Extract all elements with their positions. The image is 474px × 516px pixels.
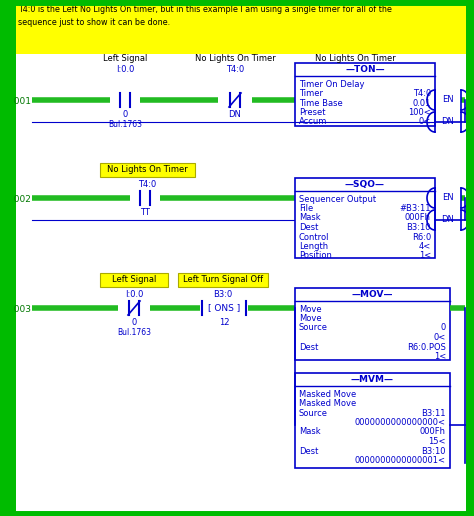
Text: No Lights On Timer: No Lights On Timer (195, 54, 275, 63)
Text: I:0.0: I:0.0 (116, 65, 134, 74)
Text: DN: DN (442, 118, 455, 126)
Text: 0000000000000001<: 0000000000000001< (355, 456, 446, 465)
Text: 000Fh: 000Fh (405, 214, 431, 222)
Text: sequence just to show it can be done.: sequence just to show it can be done. (18, 18, 170, 27)
Text: 0: 0 (131, 318, 137, 327)
Text: Masked Move: Masked Move (299, 390, 356, 399)
Text: EN: EN (442, 194, 454, 202)
Text: 15<: 15< (428, 437, 446, 446)
Text: 100<: 100< (408, 108, 431, 117)
Text: B3:0: B3:0 (213, 290, 233, 299)
Text: Bul.1763: Bul.1763 (108, 120, 142, 129)
Text: —MOV—: —MOV— (352, 290, 393, 299)
Text: Mask: Mask (299, 427, 320, 437)
Text: Mask: Mask (299, 214, 320, 222)
Text: T4:0 is the Left No Lights On timer, but in this example I am using a single tim: T4:0 is the Left No Lights On timer, but… (18, 5, 392, 14)
Text: R6:0.POS: R6:0.POS (407, 343, 446, 351)
Bar (295, 373, 450, 468)
Text: T4:0: T4:0 (138, 180, 156, 189)
Text: —TON—: —TON— (345, 65, 385, 74)
Text: T4:0: T4:0 (226, 65, 244, 74)
Text: Left Turn Signal Off: Left Turn Signal Off (183, 276, 263, 284)
Text: Dest: Dest (299, 223, 319, 232)
Text: Dest: Dest (299, 343, 319, 351)
Text: —MVM—: —MVM— (351, 375, 394, 384)
Text: No Lights On Timer: No Lights On Timer (107, 166, 187, 174)
Text: #B3:11: #B3:11 (400, 204, 431, 213)
Text: Left Signal: Left Signal (103, 54, 147, 63)
Text: [ ONS ]: [ ONS ] (208, 303, 240, 313)
Text: T4:0: T4:0 (413, 89, 431, 98)
Text: 0: 0 (441, 324, 446, 332)
Bar (6, 2, 16, 514)
Text: Source: Source (299, 324, 328, 332)
Text: 0<: 0< (434, 333, 446, 342)
Text: Sequencer Output: Sequencer Output (299, 195, 376, 204)
Text: EN: EN (442, 95, 454, 105)
Text: Position: Position (299, 251, 332, 261)
Text: Timer On Delay: Timer On Delay (299, 80, 365, 89)
Text: 1<: 1< (419, 251, 431, 261)
Text: 0: 0 (122, 110, 128, 119)
Text: 0000000000000000<: 0000000000000000< (355, 418, 446, 427)
Text: 0003: 0003 (9, 305, 31, 314)
Text: I:0.0: I:0.0 (125, 290, 143, 299)
Bar (100, 163, 195, 177)
Text: Dest: Dest (299, 446, 319, 456)
Text: 0<: 0< (419, 118, 431, 126)
Text: Move: Move (299, 314, 322, 323)
Text: R6:0: R6:0 (412, 233, 431, 241)
Bar (295, 178, 435, 258)
Text: 000Fh: 000Fh (420, 427, 446, 437)
Bar (100, 273, 168, 287)
Text: Time Base: Time Base (299, 99, 343, 107)
Text: 1<: 1< (434, 352, 446, 361)
Text: —SQO—: —SQO— (345, 180, 385, 189)
Bar (16, 2, 468, 54)
Text: B3:10: B3:10 (421, 446, 446, 456)
Text: 4<: 4< (419, 242, 431, 251)
Bar (6, 2, 14, 514)
Text: B3:10: B3:10 (407, 223, 431, 232)
Text: No Lights On Timer: No Lights On Timer (315, 54, 395, 63)
Text: Length: Length (299, 242, 328, 251)
Bar (295, 288, 450, 360)
Text: Control: Control (299, 233, 329, 241)
Bar (466, 2, 472, 514)
Text: Masked Move: Masked Move (299, 399, 356, 408)
Bar (295, 63, 435, 126)
Text: Bul.1763: Bul.1763 (117, 328, 151, 337)
Text: Accum: Accum (299, 118, 328, 126)
Text: Preset: Preset (299, 108, 326, 117)
Text: DN: DN (228, 110, 241, 119)
Text: B3:11: B3:11 (421, 409, 446, 417)
Text: 0002: 0002 (9, 196, 31, 204)
Text: Move: Move (299, 305, 322, 314)
Text: TT: TT (140, 208, 150, 217)
Text: Timer: Timer (299, 89, 323, 98)
Text: 12: 12 (219, 318, 229, 327)
Text: File: File (299, 204, 313, 213)
Text: 0001: 0001 (9, 98, 31, 106)
Bar (178, 273, 268, 287)
Text: Source: Source (299, 409, 328, 417)
Text: Left Signal: Left Signal (112, 276, 156, 284)
Text: DN: DN (442, 216, 455, 224)
Text: 0.01: 0.01 (413, 99, 431, 107)
